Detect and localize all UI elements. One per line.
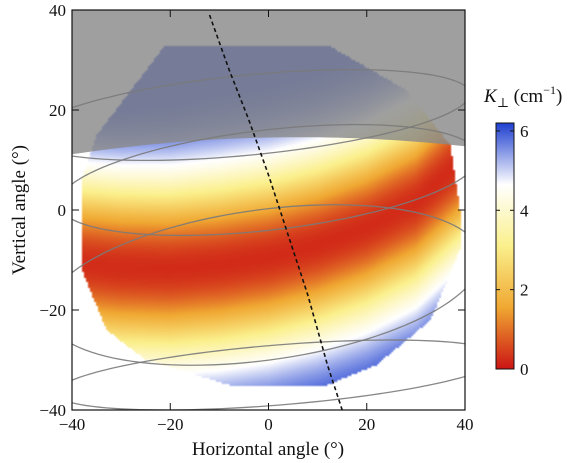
contour-ellipse-1 xyxy=(72,68,465,162)
x-tick-label: 40 xyxy=(457,415,474,434)
x-tick-label: 20 xyxy=(358,415,375,434)
colorbar-tick-label: 4 xyxy=(520,201,529,220)
shaded-region xyxy=(72,10,465,155)
contour-ellipse-4 xyxy=(72,339,465,410)
y-tick-label: 20 xyxy=(49,101,66,120)
dashed-curve xyxy=(208,14,343,410)
y-tick-label: 0 xyxy=(58,201,67,220)
x-axis-title: Horizontal angle (°) xyxy=(192,439,344,460)
x-tick-label: −40 xyxy=(59,415,86,434)
x-tick-label: 0 xyxy=(264,415,273,434)
colorbar-tick-label: 2 xyxy=(520,281,529,300)
colorbar-tick-label: 0 xyxy=(520,360,529,379)
contour-ellipse-3 xyxy=(72,204,465,366)
contour-lines xyxy=(72,68,465,410)
y-axis-ticks: −40 −20 0 20 40 xyxy=(39,1,465,420)
colorbar-gradient xyxy=(495,122,515,370)
colorbar-tick-label: 6 xyxy=(520,122,529,141)
colorbar-title: K⊥ (cm−1) xyxy=(483,83,562,110)
y-tick-label: 40 xyxy=(49,1,66,20)
x-tick-label: −20 xyxy=(157,415,184,434)
y-tick-label: −20 xyxy=(39,301,66,320)
colorbar-ticks: 0 2 4 6 xyxy=(496,122,529,379)
y-tick-label: −40 xyxy=(39,401,66,420)
colorbar: 0 2 4 6 K⊥ (cm−1) xyxy=(483,83,562,379)
x-axis-ticks: −40 −20 0 20 40 xyxy=(59,10,474,434)
shaded-area xyxy=(72,10,465,155)
contour-ellipse-2 xyxy=(72,123,465,237)
y-axis-title: Vertical angle (°) xyxy=(9,145,30,275)
